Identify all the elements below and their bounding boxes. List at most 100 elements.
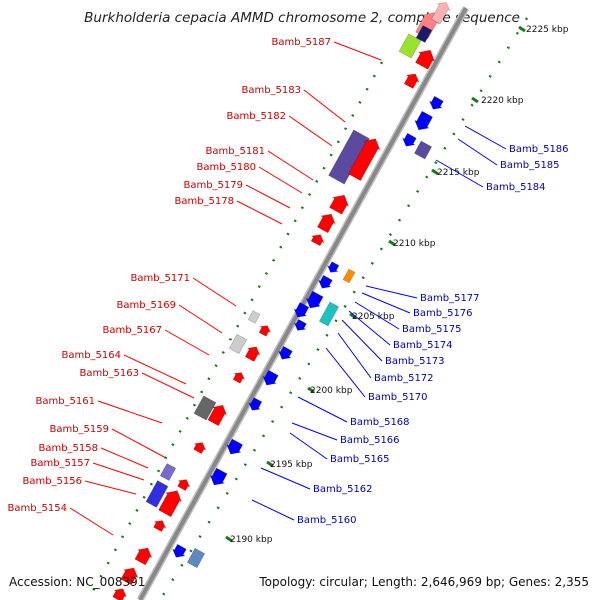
reverse-gene-arrow bbox=[326, 261, 340, 273]
reverse-gene-label: Bamb_5166 bbox=[340, 435, 400, 446]
gene-block bbox=[186, 547, 206, 569]
reverse-label-connector bbox=[435, 159, 484, 188]
reverse-gene-arrow bbox=[172, 543, 187, 558]
forward-gene-label: Bamb_5157 bbox=[30, 458, 90, 469]
reverse-gene-label: Bamb_5176 bbox=[413, 308, 473, 319]
kbp-tick-mark bbox=[307, 386, 315, 394]
reverse-label-connector bbox=[464, 125, 507, 150]
map-title: Burkholderia cepacia AMMD chromosome 2, … bbox=[84, 10, 520, 26]
forward-gene-label: Bamb_5182 bbox=[226, 111, 286, 122]
forward-gene-arrow bbox=[430, 2, 451, 25]
forward-gene-arrow bbox=[158, 490, 182, 518]
reverse-gene-arrow bbox=[262, 369, 279, 386]
gene-block bbox=[228, 333, 248, 355]
forward-gene-label: Bamb_5171 bbox=[130, 273, 190, 284]
forward-gene-label: Bamb_5161 bbox=[35, 396, 95, 407]
gene-block bbox=[342, 268, 356, 284]
reverse-label-connector bbox=[365, 285, 418, 299]
forward-gene-arrow bbox=[232, 372, 246, 384]
label-connectors bbox=[69, 41, 507, 536]
forward-label-connector bbox=[288, 115, 333, 147]
forward-gene-arrow bbox=[403, 73, 420, 89]
forward-gene-arrow bbox=[153, 520, 167, 533]
forward-gene-label: Bamb_5169 bbox=[116, 300, 176, 311]
kbp-tick-label: 2225 kbp bbox=[526, 25, 569, 35]
forward-gene-label: Bamb_5159 bbox=[49, 424, 109, 435]
reverse-gene-arrow bbox=[226, 438, 244, 455]
forward-label-connector bbox=[236, 200, 283, 225]
kbp-tick-mark bbox=[471, 96, 479, 104]
reverse-label-connector bbox=[291, 422, 338, 441]
reverse-label-connector bbox=[348, 310, 391, 346]
reverse-label-connector bbox=[289, 432, 328, 460]
forward-gene-label: Bamb_5183 bbox=[241, 85, 301, 96]
forward-gene-label: Bamb_5156 bbox=[22, 476, 82, 487]
reverse-label-connector bbox=[251, 499, 295, 521]
kbp-tick-mark bbox=[349, 312, 357, 320]
gene-features bbox=[112, 2, 451, 600]
tick-track-inner bbox=[86, 61, 384, 600]
forward-gene-arrow bbox=[193, 442, 207, 455]
forward-label-connector bbox=[111, 428, 167, 459]
forward-label-connector bbox=[258, 166, 303, 194]
gene-block bbox=[159, 463, 177, 481]
reverse-gene-arrow bbox=[209, 467, 228, 486]
reverse-gene-arrow bbox=[414, 110, 434, 131]
reverse-gene-arrow bbox=[293, 302, 310, 318]
forward-label-connector bbox=[192, 277, 237, 307]
reverse-gene-arrow bbox=[248, 397, 263, 411]
reverse-label-connector bbox=[337, 332, 372, 379]
gene-block bbox=[193, 395, 217, 421]
forward-gene-arrow bbox=[347, 138, 381, 182]
reverse-gene-label: Bamb_5160 bbox=[297, 515, 357, 526]
backbone bbox=[138, 7, 468, 600]
reverse-gene-arrow bbox=[293, 318, 307, 331]
kbp-tick-mark bbox=[431, 168, 439, 176]
forward-gene-label: Bamb_5178 bbox=[174, 196, 234, 207]
forward-gene-label: Bamb_5163 bbox=[79, 368, 139, 379]
reverse-label-connector bbox=[457, 138, 498, 166]
forward-gene-arrow bbox=[120, 567, 139, 586]
reverse-label-connector bbox=[325, 347, 366, 398]
kbp-tick-mark bbox=[518, 25, 526, 33]
forward-label-connector bbox=[303, 89, 346, 123]
forward-label-connector bbox=[97, 400, 163, 424]
forward-label-connector bbox=[100, 447, 149, 469]
reverse-label-connector bbox=[260, 467, 311, 490]
reverse-gene-label: Bamb_5173 bbox=[385, 356, 445, 367]
reverse-gene-label: Bamb_5162 bbox=[313, 484, 373, 495]
gene-block bbox=[145, 480, 169, 508]
forward-gene-arrow bbox=[310, 234, 325, 247]
kbp-tick-label: 2210 kbp bbox=[393, 239, 436, 249]
kbp-tick-label: 2220 kbp bbox=[481, 96, 524, 106]
reverse-gene-label: Bamb_5168 bbox=[350, 417, 410, 428]
gene-labels: Bamb_5187 Bamb_5183 Bamb_5182 Bamb_5181 Bamb… bbox=[7, 37, 568, 526]
reverse-label-connector bbox=[354, 301, 400, 330]
reverse-gene-label: Bamb_5177 bbox=[420, 293, 480, 304]
reverse-label-connector bbox=[297, 396, 348, 423]
reverse-gene-label: Bamb_5172 bbox=[374, 373, 434, 384]
forward-gene-label: Bamb_5181 bbox=[205, 146, 265, 157]
gene-block bbox=[398, 33, 422, 59]
reverse-gene-arrow bbox=[402, 132, 417, 147]
forward-gene-arrow bbox=[316, 213, 336, 234]
forward-label-connector bbox=[164, 329, 210, 356]
forward-gene-label: Bamb_5154 bbox=[7, 503, 67, 514]
kbp-tick-mark bbox=[388, 239, 396, 247]
forward-gene-arrow bbox=[244, 346, 261, 362]
gene-block bbox=[318, 301, 340, 327]
reverse-gene-label: Bamb_5170 bbox=[368, 392, 428, 403]
kbp-tick-mark bbox=[266, 460, 274, 468]
forward-label-connector bbox=[333, 41, 382, 61]
reverse-gene-arrow bbox=[429, 95, 444, 110]
forward-gene-label: Bamb_5180 bbox=[196, 162, 256, 173]
reverse-gene-arrow bbox=[318, 274, 333, 289]
forward-gene-label: Bamb_5187 bbox=[271, 37, 331, 48]
forward-gene-arrow bbox=[207, 404, 228, 427]
forward-gene-arrow bbox=[329, 194, 350, 215]
accession-text: Accession: NC_008391 bbox=[9, 575, 145, 589]
gene-block bbox=[413, 140, 433, 160]
forward-gene-arrow bbox=[177, 479, 191, 492]
forward-label-connector bbox=[141, 372, 195, 399]
